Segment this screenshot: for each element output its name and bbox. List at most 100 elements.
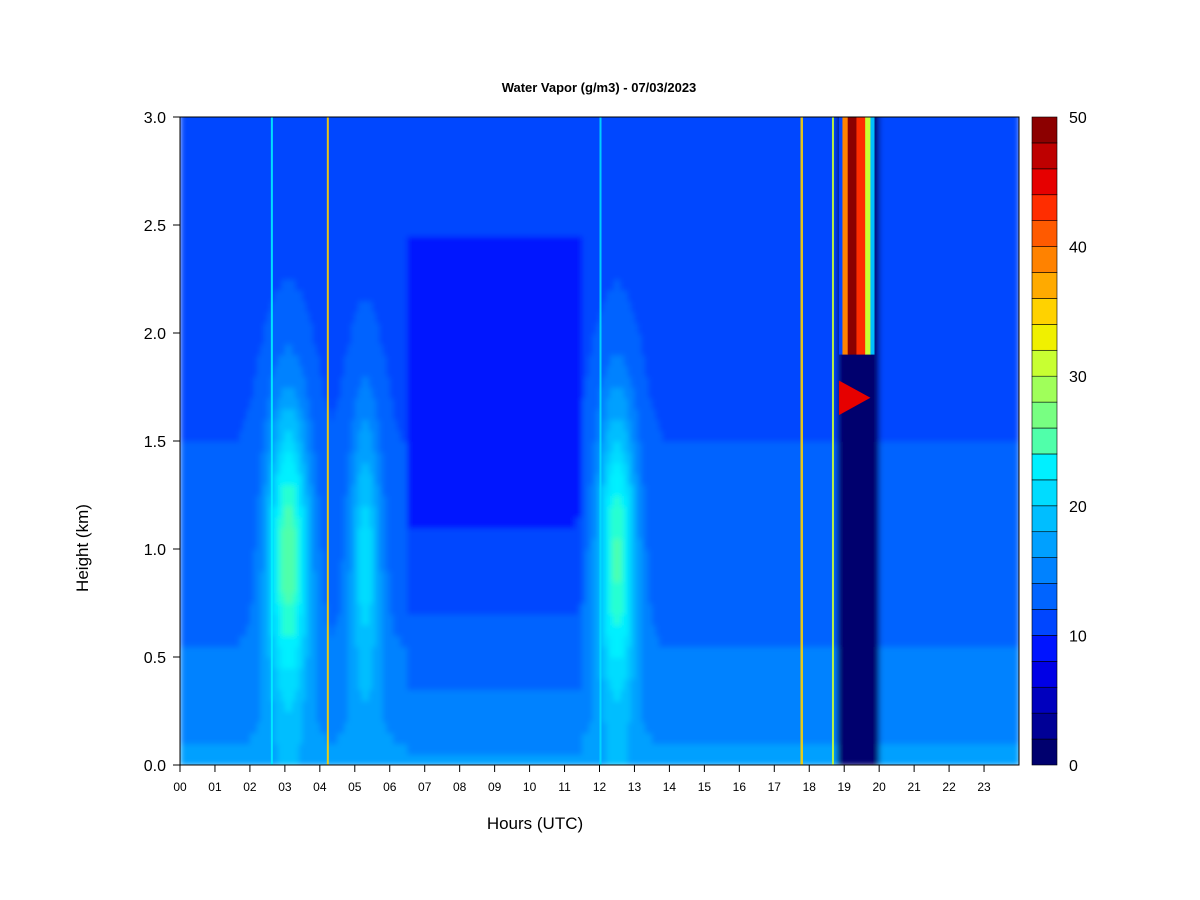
heatmap-cell: [284, 214, 290, 226]
heatmap-cell: [193, 689, 199, 701]
heatmap-cell: [239, 397, 244, 410]
heatmap-cell: [277, 603, 283, 615]
heatmap-cell: [204, 343, 209, 356]
heatmap-cell: [249, 225, 255, 237]
heatmap-cell: [242, 225, 248, 237]
heatmap-cell: [211, 592, 216, 604]
heatmap-cell: [435, 117, 440, 118]
heatmap-cell: [302, 279, 307, 291]
heatmap-cell: [298, 646, 304, 658]
heatmap-cell: [305, 473, 311, 485]
heatmap-cell: [242, 387, 248, 399]
heatmap-cell: [207, 181, 213, 194]
heatmap-cell: [270, 603, 276, 615]
heatmap-cell: [239, 743, 244, 755]
heatmap-cell: [228, 635, 234, 647]
heatmap-cell: [242, 257, 248, 269]
heatmap-cell: [263, 333, 269, 345]
heatmap-cell: [302, 711, 307, 723]
heatmap-cell: [256, 700, 262, 712]
heatmap-cell: [253, 257, 258, 269]
heatmap-cell: [193, 441, 199, 453]
heatmap-cell: [288, 376, 293, 388]
heatmap-cell: [242, 613, 248, 626]
heatmap-cell: [193, 397, 199, 410]
heatmap-cell: [211, 473, 216, 485]
heatmap-cell: [274, 678, 279, 691]
heatmap-cell: [246, 311, 251, 323]
heatmap-cell: [180, 667, 185, 680]
heatmap-cell: [295, 300, 300, 313]
heatmap-cell: [225, 117, 230, 129]
heatmap-cell: [180, 149, 185, 161]
heatmap-cell: [204, 376, 209, 388]
heatmap-cell: [284, 160, 290, 172]
heatmap-cell: [288, 397, 293, 410]
heatmap-cell: [270, 505, 276, 518]
heatmap-cell: [183, 527, 188, 539]
heatmap-cell: [228, 376, 234, 388]
heatmap-cell: [312, 527, 318, 539]
heatmap-cell: [284, 430, 290, 442]
heatmap-cell: [218, 149, 223, 161]
heatmap-cell: [267, 538, 272, 550]
heatmap-cell: [218, 225, 223, 237]
heatmap-cell: [180, 343, 185, 356]
heatmap-cell: [239, 462, 244, 475]
heatmap-cell: [190, 667, 195, 680]
heatmap-cell: [200, 700, 206, 712]
heatmap-cell: [295, 408, 300, 421]
heatmap-cell: [260, 549, 265, 561]
heatmap-cell: [263, 171, 269, 183]
heatmap-cell: [263, 354, 269, 367]
heatmap-cell: [197, 473, 202, 485]
heatmap-cell: [295, 279, 300, 291]
heatmap-cell: [291, 192, 297, 205]
heatmap-cell: [207, 203, 213, 215]
heatmap-cell: [204, 473, 209, 485]
heatmap-cell: [214, 462, 220, 475]
heatmap-cell: [302, 322, 307, 334]
heatmap-cell: [239, 441, 244, 453]
heatmap-cell: [232, 624, 237, 637]
heatmap-cell: [305, 484, 311, 496]
heatmap-cell: [246, 181, 251, 194]
heatmap-cell: [291, 171, 297, 183]
heatmap-cell: [239, 603, 244, 615]
heatmap-cell: [270, 214, 276, 226]
heatmap-cell: [267, 743, 272, 755]
heatmap-cell: [232, 505, 237, 518]
heatmap-cell: [288, 473, 293, 485]
heatmap-cell: [207, 149, 213, 161]
heatmap-cell: [291, 678, 297, 691]
heatmap-cell: [232, 754, 237, 765]
heatmap-cell: [186, 387, 192, 399]
heatmap-cell: [281, 138, 286, 151]
heatmap-cell: [246, 538, 251, 550]
heatmap-cell: [302, 527, 307, 539]
heatmap-cell: [183, 149, 188, 161]
heatmap-cell: [291, 603, 297, 615]
heatmap-cell: [242, 559, 248, 572]
heatmap-cell: [225, 667, 230, 680]
heatmap-cell: [183, 225, 188, 237]
heatmap-cell: [228, 592, 234, 604]
heatmap-cell: [253, 473, 258, 485]
heatmap-cell: [221, 225, 227, 237]
heatmap-cell: [211, 700, 216, 712]
heatmap-cell: [277, 322, 283, 334]
heatmap-cell: [197, 678, 202, 691]
heatmap-cell: [249, 430, 255, 442]
heatmap-cell: [221, 624, 227, 637]
heatmap-cell: [183, 160, 188, 172]
heatmap-cell: [207, 441, 213, 453]
heatmap-cell: [207, 592, 213, 604]
heatmap-cell: [232, 711, 237, 723]
heatmap-cell: [204, 181, 209, 194]
heatmap-cell: [309, 678, 314, 691]
heatmap-cell: [277, 300, 283, 313]
heatmap-cell: [200, 721, 206, 734]
heatmap-cell: [298, 322, 304, 334]
heatmap-cell: [246, 678, 251, 691]
heatmap-cell: [260, 754, 265, 765]
